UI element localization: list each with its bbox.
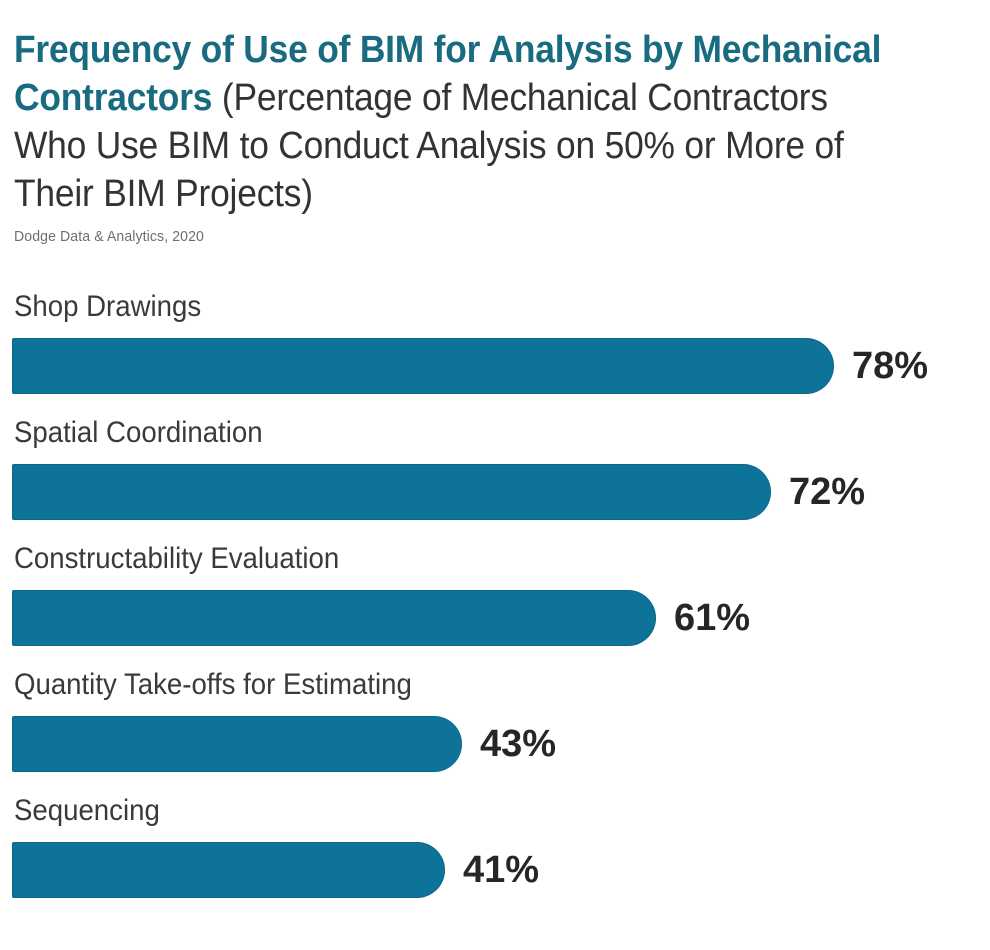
bar-category-label: Constructability Evaluation: [14, 542, 340, 575]
title-block: Frequency of Use of BIM for Analysis by …: [14, 26, 966, 218]
title-accent-text: Frequency of Use of BIM for Analysis by …: [14, 29, 882, 119]
bar-row: Spatial Coordination 72%: [0, 416, 990, 542]
bar-category-label: Spatial Coordination: [14, 416, 263, 449]
bar-value-label: 41%: [463, 849, 540, 891]
bar-chart-plot-area: Shop Drawings 78% Spatial Coordination 7…: [0, 290, 990, 920]
bar-row: Quantity Take-offs for Estimating 43%: [0, 668, 990, 794]
bar-track: [12, 338, 956, 394]
source-attribution: Dodge Data & Analytics, 2020: [14, 228, 204, 245]
bar-fill: [12, 590, 656, 646]
bar-row: Sequencing 41%: [0, 794, 990, 920]
bar-track: [12, 590, 956, 646]
bar-category-label: Sequencing: [14, 794, 160, 827]
bar-track: [12, 464, 956, 520]
bar-row: Constructability Evaluation 61%: [0, 542, 990, 668]
bar-track: [12, 842, 956, 898]
bar-fill: [12, 716, 462, 772]
title-secondary-text: (Percentage of Mechanical Contractors Wh…: [14, 77, 844, 215]
bar-value-label: 72%: [789, 471, 866, 513]
page-title: Frequency of Use of BIM for Analysis by …: [14, 26, 899, 218]
bar-fill: [12, 338, 834, 394]
bar-category-label: Quantity Take-offs for Estimating: [14, 668, 412, 701]
bar-track: [12, 716, 956, 772]
bar-fill: [12, 464, 771, 520]
bar-row: Shop Drawings 78%: [0, 290, 990, 416]
bar-category-label: Shop Drawings: [14, 290, 202, 323]
bar-value-label: 78%: [852, 345, 929, 387]
bar-value-label: 61%: [674, 597, 751, 639]
bar-value-label: 43%: [480, 723, 557, 765]
bar-fill: [12, 842, 445, 898]
